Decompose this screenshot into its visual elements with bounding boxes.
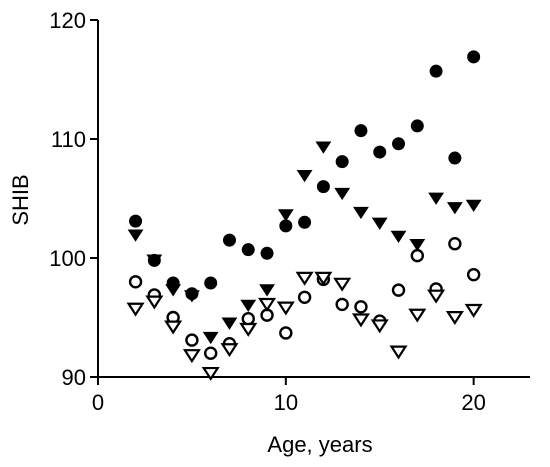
data-point [127,229,144,242]
data-point [126,302,145,317]
y-tick-label: 100 [49,246,86,271]
data-marks [126,50,483,381]
data-point [295,271,314,286]
data-point [446,202,463,215]
data-point [260,246,274,260]
data-point [314,271,333,286]
data-point [428,192,445,205]
data-point [297,290,312,304]
axes: 90 100 110 120 0 10 20 [49,8,530,415]
data-point [128,275,143,289]
data-point [335,155,349,169]
data-point [427,289,446,304]
x-axis-label: Age, years [267,432,372,457]
data-point [392,137,406,151]
data-point [351,313,370,328]
data-point [373,145,387,159]
data-point [183,290,200,303]
data-point [201,366,220,381]
data-point [185,333,199,347]
data-point [279,326,293,340]
data-point [146,254,163,267]
series-2 [127,141,482,345]
data-point [390,230,407,243]
y-tick-label: 110 [51,127,86,152]
data-point [316,180,330,194]
data-point [445,311,464,325]
data-point [333,277,352,292]
data-point [410,119,424,133]
data-point [370,319,389,334]
series-3 [128,237,481,360]
data-point [448,237,462,251]
data-point [165,284,182,297]
data-point [239,322,258,337]
data-point [204,276,218,290]
data-point [220,343,239,358]
x-tick-label: 10 [274,390,298,415]
data-point [389,345,408,360]
data-point [259,284,275,297]
data-point [182,349,201,364]
data-point [276,301,295,316]
data-point [354,300,368,314]
data-point [240,299,257,312]
data-point [277,209,294,222]
data-point [129,214,143,228]
data-point [409,239,426,252]
data-point [335,297,349,312]
data-point [164,320,183,335]
data-point [354,124,368,138]
data-point [391,283,406,297]
data-point [448,151,462,165]
data-point [465,199,482,213]
data-point [145,295,164,310]
y-axis-label: SHIB [8,174,33,225]
data-point [464,303,483,318]
y-tick-label: 90 [62,365,86,390]
x-tick-label: 20 [461,390,485,415]
data-point [202,331,219,345]
data-point [221,317,238,330]
data-point [298,215,312,229]
data-point [429,64,443,78]
data-point [408,308,427,323]
x-tick-label: 0 [92,390,104,415]
data-point [203,346,218,360]
data-point [467,50,481,64]
data-point [296,170,313,183]
y-tick-label: 120 [49,8,86,33]
series-4 [126,271,483,381]
data-point [410,248,425,263]
data-point [241,311,255,326]
data-point [334,187,351,201]
data-point [241,243,255,257]
data-point [353,206,369,220]
data-point [315,141,332,154]
data-point [222,233,236,247]
data-point [279,219,293,233]
data-point [258,297,277,312]
data-point [466,267,481,282]
data-point [371,217,388,230]
